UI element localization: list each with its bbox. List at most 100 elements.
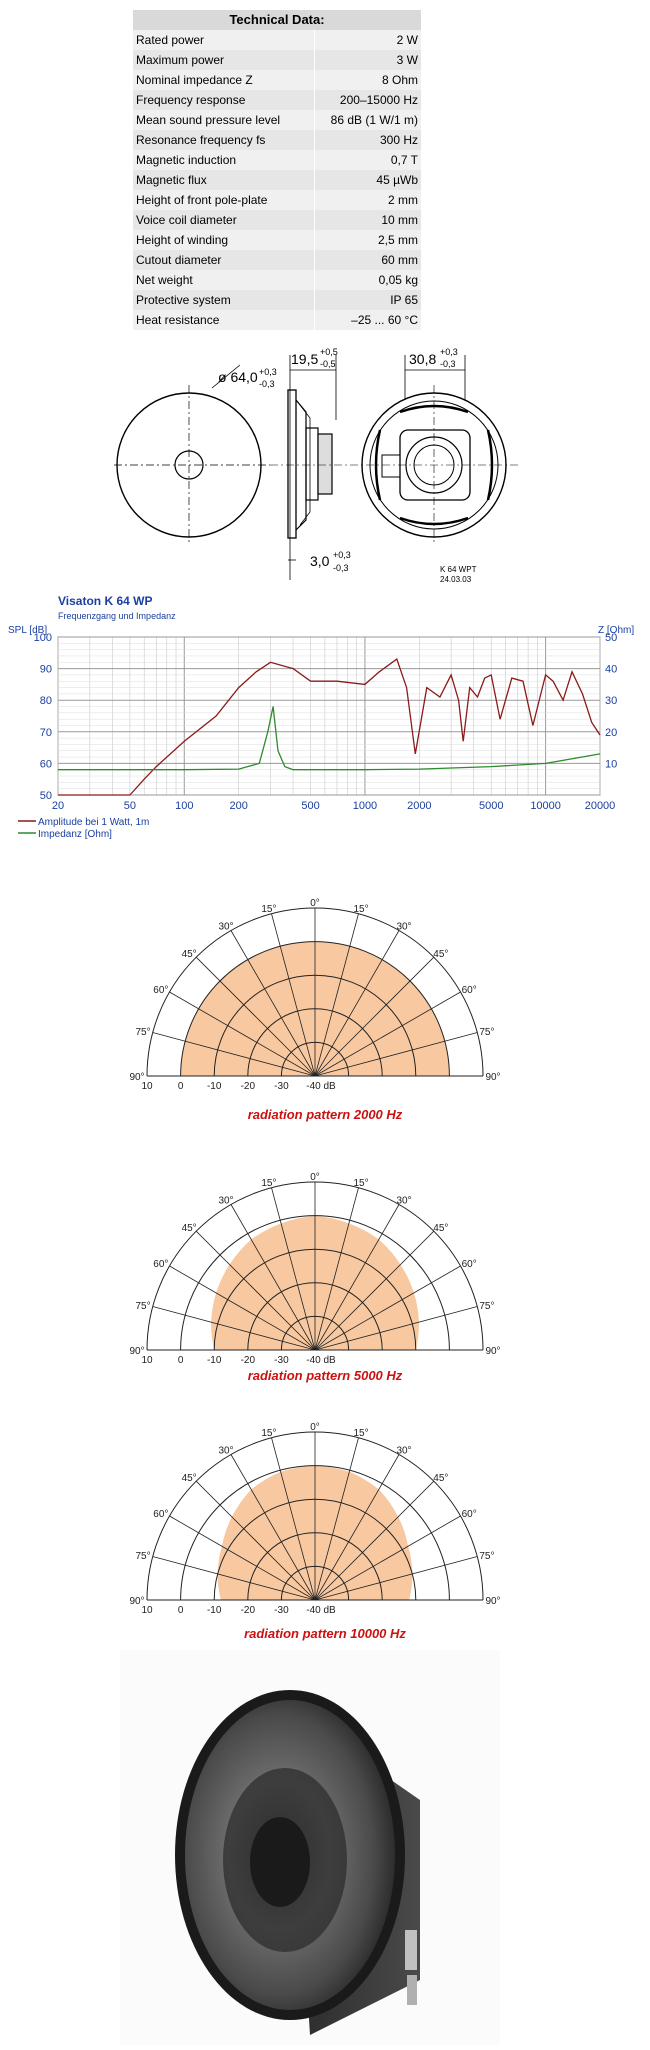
dim-diameter-tol-plus: +0,3 bbox=[259, 367, 277, 377]
polar-spoke bbox=[271, 1437, 316, 1601]
polar-spoke bbox=[314, 1187, 359, 1351]
radial-label: -40 dB bbox=[306, 1081, 336, 1092]
graph-title: Visaton K 64 WP bbox=[58, 594, 153, 608]
row-value: 60 mm bbox=[381, 253, 418, 267]
angle-label: 15° bbox=[354, 1428, 369, 1439]
polar-spoke bbox=[314, 1515, 461, 1601]
row-label: Rated power bbox=[133, 30, 315, 50]
y-tick-label: 100 bbox=[34, 632, 52, 644]
table-row: Voice coil diameter 10 mm bbox=[133, 210, 421, 230]
polar-spoke bbox=[314, 1437, 359, 1601]
dim-diameter: ø 64,0 bbox=[218, 369, 258, 385]
angle-label: 75° bbox=[479, 1551, 494, 1562]
radial-label: -20 bbox=[241, 1081, 256, 1092]
x-tick-label: 50 bbox=[124, 800, 136, 812]
technical-drawing: ø 64,0 +0,3 -0,3 19,5 +0,5 -0,5 3,0 +0,3… bbox=[114, 347, 520, 584]
dim-flange: 3,0 bbox=[310, 553, 330, 569]
polar-chart-5000hz: 0°15°15°30°30°45°45°60°60°75°75°90°90°10… bbox=[129, 1172, 500, 1366]
angle-label: 0° bbox=[310, 1172, 320, 1183]
table-row: Frequency response 200–15000 Hz bbox=[133, 90, 421, 110]
table-row: Resonance frequency fs 300 Hz bbox=[133, 130, 421, 150]
series-amplitude-line bbox=[58, 658, 601, 796]
angle-label: 30° bbox=[396, 1445, 411, 1456]
row-label: Magnetic flux bbox=[133, 170, 315, 190]
y2-tick-label: 30 bbox=[605, 695, 617, 707]
dim-depth-tol-minus: -0,5 bbox=[320, 359, 336, 369]
polar-spoke bbox=[152, 1306, 316, 1351]
radial-label: -10 bbox=[207, 1081, 222, 1092]
series-impedance-line bbox=[58, 706, 601, 771]
polar-spoke bbox=[314, 1480, 435, 1601]
polar-spoke bbox=[169, 991, 316, 1077]
table-row: Mean sound pressure level 86 dB (1 W/1 m) bbox=[133, 110, 421, 130]
angle-label: 90° bbox=[485, 1072, 500, 1083]
table-row: Protective system IP 65 bbox=[133, 290, 421, 310]
angle-label: 30° bbox=[396, 921, 411, 932]
angle-label: 45° bbox=[433, 949, 448, 960]
table-body: Rated power 2 W Maximum power 3 W Nominal im… bbox=[133, 30, 421, 330]
angle-label: 90° bbox=[129, 1072, 144, 1083]
table-row: Height of winding 2,5 mm bbox=[133, 230, 421, 250]
polar-spoke bbox=[230, 1204, 316, 1351]
row-label: Cutout diameter bbox=[133, 250, 315, 270]
y-tick-label: 80 bbox=[40, 695, 52, 707]
y-axis-label: SPL [dB] bbox=[8, 625, 47, 636]
radial-label: -30 bbox=[274, 1081, 289, 1092]
graph-subtitle: Frequenzgang und Impedanz bbox=[58, 611, 176, 621]
radial-label: 0 bbox=[178, 1081, 184, 1092]
polar-caption-2000hz: radiation pattern 2000 Hz bbox=[247, 1107, 403, 1122]
x-tick-label: 100 bbox=[175, 800, 193, 812]
x-tick-label: 5000 bbox=[479, 800, 503, 812]
row-value: 2,5 mm bbox=[377, 233, 418, 247]
angle-label: 60° bbox=[153, 1259, 168, 1270]
row-value: 200–15000 Hz bbox=[339, 93, 418, 107]
row-label: Heat resistance bbox=[133, 310, 315, 330]
row-value: 0,7 T bbox=[390, 153, 418, 167]
polar-spoke bbox=[314, 1265, 461, 1351]
x-tick-label: 10000 bbox=[530, 800, 561, 812]
row-label: Protective system bbox=[133, 290, 315, 310]
table-row: Maximum power 3 W bbox=[133, 50, 421, 70]
y-tick-label: 60 bbox=[40, 758, 52, 770]
row-value: 8 Ohm bbox=[381, 73, 418, 87]
radial-label: -10 bbox=[207, 1605, 222, 1616]
table-row: Net weight 0,05 kg bbox=[133, 270, 421, 290]
polar-spoke bbox=[314, 930, 400, 1077]
polar-caption-10000hz: radiation pattern 10000 Hz bbox=[244, 1626, 406, 1641]
dim-flange-tol-plus: +0,3 bbox=[333, 550, 351, 560]
radial-label: -20 bbox=[241, 1605, 256, 1616]
angle-label: 15° bbox=[354, 904, 369, 915]
frequency-response-chart: SPL [dB] Z [Ohm]5060708090100102030405020… bbox=[8, 625, 634, 840]
front-view bbox=[114, 364, 270, 542]
angle-label: 30° bbox=[218, 921, 233, 932]
dim-back-tol-minus: -0,3 bbox=[440, 359, 456, 369]
x-tick-label: 1000 bbox=[353, 800, 377, 812]
polar-spoke bbox=[271, 913, 316, 1077]
angle-label: 60° bbox=[462, 985, 477, 996]
polar-spoke bbox=[314, 956, 435, 1077]
angle-label: 0° bbox=[310, 1422, 320, 1433]
polar-spoke bbox=[314, 1230, 435, 1351]
polar-spoke bbox=[314, 991, 461, 1077]
polar-chart-10000hz: 0°15°15°30°30°45°45°60°60°75°75°90°90°10… bbox=[129, 1422, 500, 1616]
y-tick-label: 70 bbox=[40, 727, 52, 739]
dim-depth: 19,5 bbox=[291, 351, 318, 367]
y-tick-label: 90 bbox=[40, 664, 52, 676]
part-id: K 64 WPT bbox=[440, 565, 477, 574]
radial-label: 0 bbox=[178, 1605, 184, 1616]
x-tick-label: 20000 bbox=[585, 800, 616, 812]
x-tick-label: 200 bbox=[229, 800, 247, 812]
x-tick-label: 500 bbox=[301, 800, 319, 812]
angle-label: 75° bbox=[479, 1301, 494, 1312]
row-value: 0,05 kg bbox=[378, 273, 418, 287]
row-label: Net weight bbox=[133, 270, 315, 290]
y2-tick-label: 50 bbox=[605, 632, 617, 644]
table-row: Magnetic induction 0,7 T bbox=[133, 150, 421, 170]
polar-spoke bbox=[195, 1230, 316, 1351]
angle-label: 15° bbox=[261, 1178, 276, 1189]
row-value: 2 W bbox=[396, 33, 418, 47]
y2-axis-label: Z [Ohm] bbox=[598, 625, 634, 636]
row-value: 3 W bbox=[396, 53, 418, 67]
polar-spoke bbox=[230, 930, 316, 1077]
y-tick-label: 50 bbox=[40, 790, 52, 802]
